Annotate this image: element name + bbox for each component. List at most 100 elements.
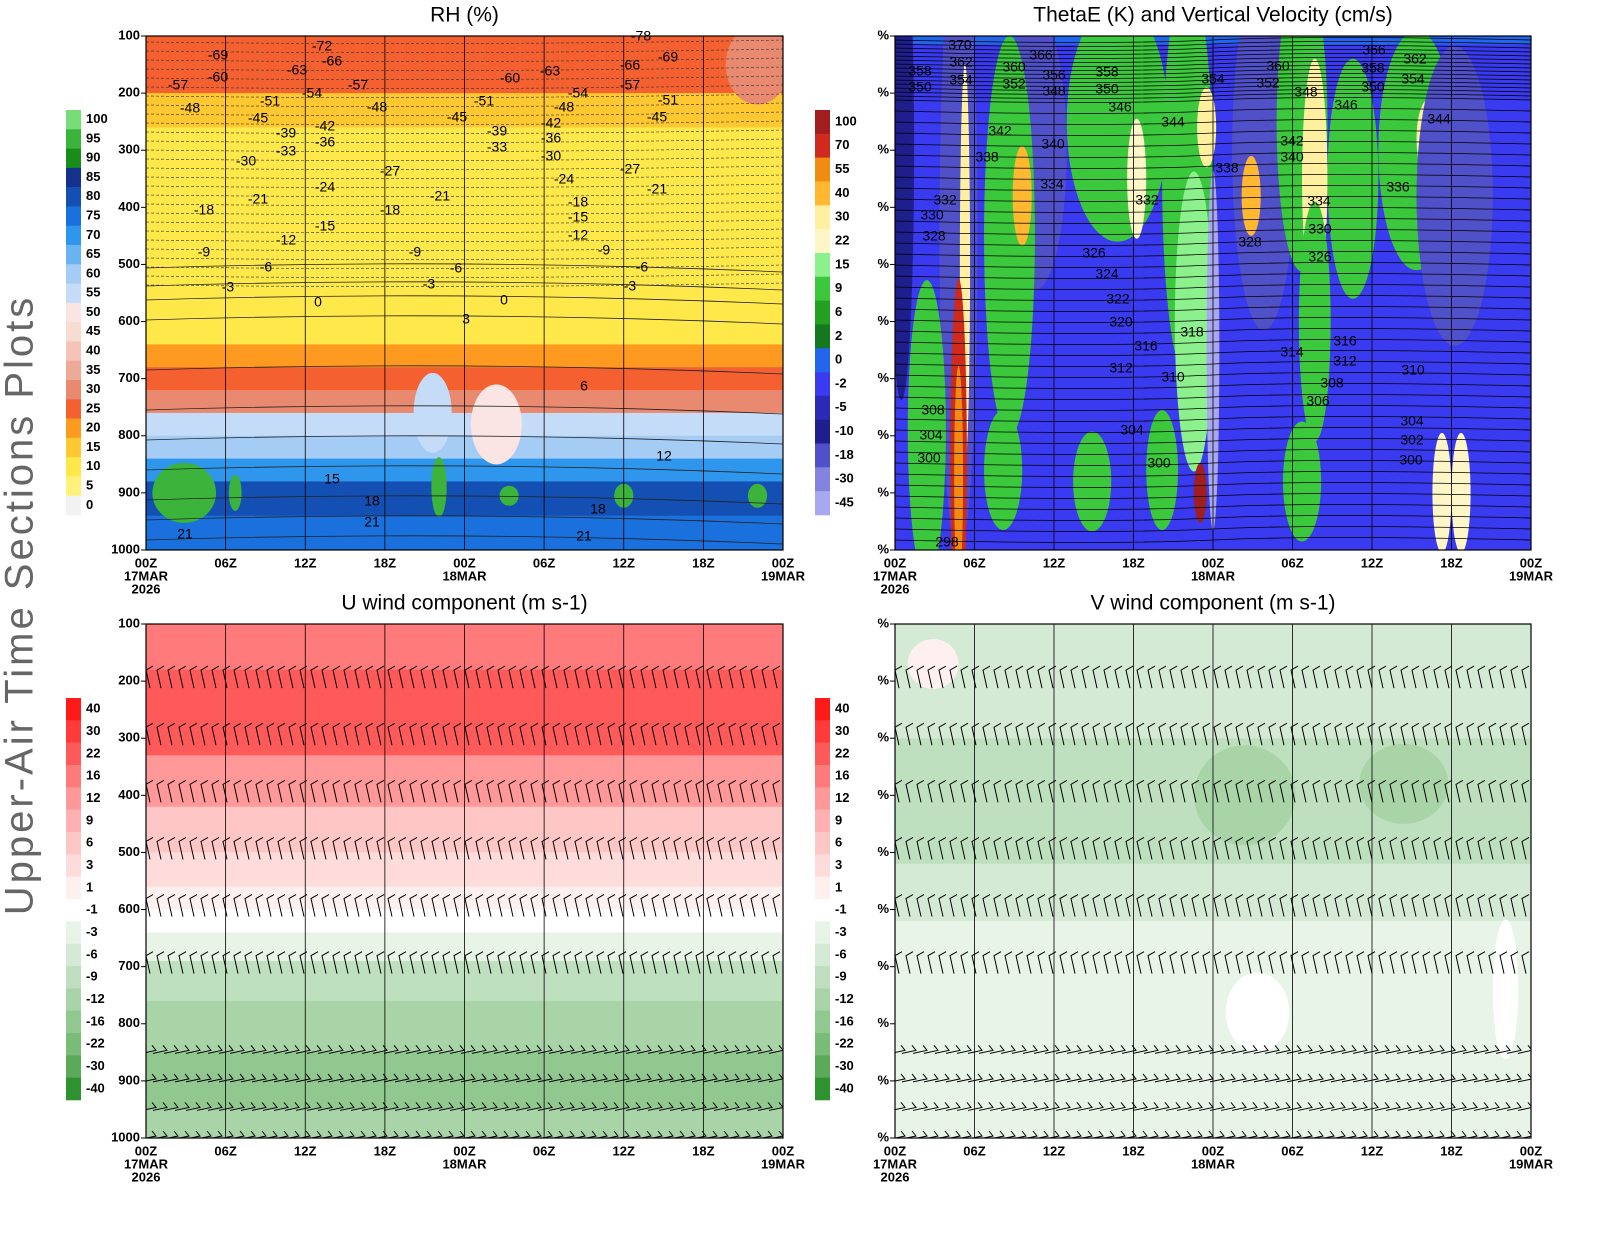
wind-barb	[317, 1102, 333, 1111]
wind-barb	[713, 1102, 729, 1111]
wind-barb	[717, 722, 726, 746]
wind-barb	[306, 1045, 322, 1054]
wind-barb	[1367, 951, 1376, 974]
wind-barb	[167, 665, 176, 689]
colorbar-box	[66, 495, 81, 516]
wind-barb	[895, 1073, 906, 1082]
wind-barb	[1308, 1045, 1324, 1054]
y-tick-label: %	[877, 901, 889, 916]
wind-barb	[1015, 779, 1024, 803]
x-tick-label: 12Z	[613, 555, 635, 570]
wind-barb	[354, 722, 363, 746]
wind-barb	[1454, 1130, 1467, 1138]
wind-barb	[1477, 779, 1486, 803]
wind-barb	[982, 894, 991, 917]
wind-barb	[938, 665, 947, 689]
wind-barb	[1385, 1102, 1401, 1111]
wind-barb	[746, 1045, 762, 1054]
wind-barb	[1022, 1045, 1038, 1054]
wind-barb	[706, 722, 715, 746]
wind-barb	[1422, 837, 1431, 860]
wind-barb	[233, 665, 242, 689]
wind-barb	[529, 1130, 542, 1138]
contour-label: 302	[1400, 432, 1424, 448]
wind-barb	[960, 779, 969, 803]
contour-line	[146, 282, 783, 287]
wind-barb	[375, 1130, 388, 1138]
y-tick-label: 400	[118, 199, 140, 214]
wind-barb	[350, 1102, 366, 1111]
wind-barb	[339, 1102, 355, 1111]
wind-barb	[927, 722, 936, 746]
wind-barb	[1275, 1045, 1291, 1054]
contour-line	[146, 39, 783, 44]
wind-barb	[761, 894, 770, 917]
wind-barb	[1279, 951, 1288, 974]
contour-label: -36	[315, 134, 335, 150]
wind-barb	[482, 1102, 498, 1111]
colorbar-label: 0	[86, 497, 93, 512]
wind-barb	[750, 665, 759, 689]
wind-barb	[1477, 894, 1486, 917]
colorbar-label: -30	[86, 1058, 105, 1073]
colorbar-box	[815, 765, 830, 788]
wind-barb	[992, 1130, 1005, 1138]
contour-fill	[1241, 155, 1261, 236]
wind-barb	[574, 779, 583, 803]
wind-barb	[636, 1073, 652, 1083]
wind-barb	[662, 894, 671, 917]
wind-barb	[1484, 1073, 1500, 1083]
wind-barb	[332, 722, 341, 746]
contour-line	[146, 174, 783, 179]
wind-barb	[1473, 1073, 1489, 1083]
contour-label: -24	[554, 171, 574, 187]
wind-barb	[574, 894, 583, 917]
wind-barb	[174, 1102, 190, 1111]
wind-barb	[1330, 1045, 1346, 1054]
wind-barb	[1499, 779, 1508, 803]
colorbar-label: 10	[86, 458, 100, 473]
contour-label: 362	[949, 54, 973, 70]
colorbar-box	[66, 399, 81, 419]
wind-barb	[1169, 665, 1178, 689]
wind-barb	[1190, 1130, 1203, 1138]
colorbar-box	[815, 988, 830, 1011]
wind-barb	[1323, 722, 1332, 746]
wind-barb	[273, 1102, 289, 1111]
wind-barb	[1202, 951, 1211, 974]
wind-barb	[541, 722, 550, 746]
wind-barb	[1257, 894, 1266, 917]
contour-line	[146, 183, 783, 188]
wind-barb	[420, 665, 429, 689]
wind-barb	[189, 837, 198, 860]
colorbar-label: -40	[86, 1080, 105, 1095]
wind-barb	[1158, 837, 1167, 860]
wind-barb	[452, 1130, 465, 1138]
wind-barb	[1212, 1130, 1225, 1138]
wind-barb	[416, 1073, 432, 1083]
wind-barb	[156, 665, 165, 689]
wind-barb	[993, 837, 1002, 860]
wind-barb	[152, 1073, 168, 1083]
colorbar-box	[815, 943, 830, 967]
wind-barb	[1169, 779, 1178, 803]
x-tick-label: 00Z	[884, 1143, 906, 1158]
contour-label: -39	[487, 123, 507, 139]
wind-barb	[1223, 1130, 1236, 1138]
wind-barb	[365, 951, 374, 974]
colorbar-box	[66, 225, 81, 246]
wind-barb	[1136, 779, 1145, 803]
wind-barb	[376, 837, 385, 860]
wind-barb	[581, 1102, 597, 1111]
wind-barb	[339, 1045, 355, 1054]
colorbar-label: 9	[835, 812, 842, 827]
wind-barb	[1411, 722, 1420, 746]
wind-barb	[1110, 1102, 1126, 1111]
y-tick-label: %	[877, 27, 889, 42]
wind-barb	[1498, 1130, 1511, 1138]
contour-label: 334	[1307, 193, 1331, 209]
wind-barb	[706, 951, 715, 974]
wind-barb	[717, 951, 726, 974]
wind-barb	[200, 779, 209, 803]
wind-barb	[475, 779, 484, 803]
